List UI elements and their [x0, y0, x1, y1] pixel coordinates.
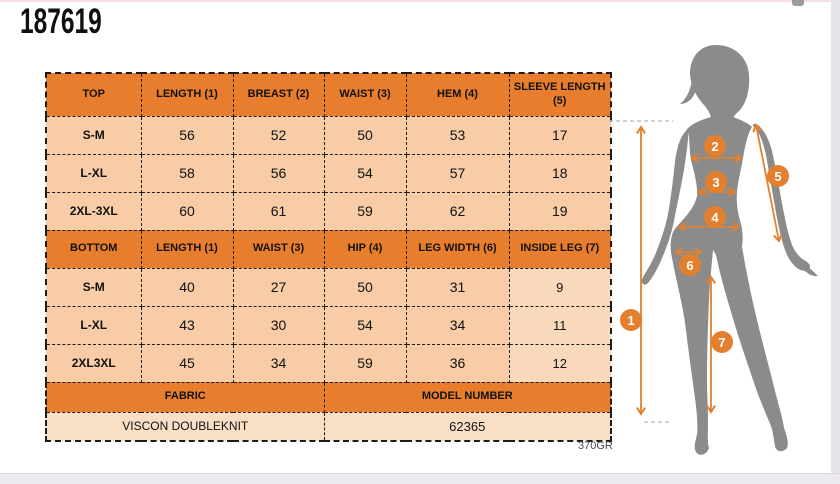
column-header: BREAST (2) [232, 72, 325, 117]
column-header: SLEEVE LENGTH (5) [508, 72, 612, 117]
measurement-value: 59 [323, 343, 407, 383]
info-header-row: FABRIC MODEL NUMBER [45, 381, 612, 413]
measurement-value: 50 [323, 267, 407, 307]
measurement-value: 40 [140, 267, 234, 307]
silhouette-head [690, 45, 750, 120]
measurement-value: 59 [323, 191, 407, 231]
silhouette-right-arm [752, 123, 811, 271]
info-value-row: VISCON DOUBLEKNIT 62365 [45, 411, 612, 442]
column-header: INSIDE LEG (7) [508, 229, 612, 269]
measurement-value: 34 [405, 305, 510, 345]
window-top-edge [0, 0, 840, 2]
column-header: BOTTOM [45, 229, 142, 269]
model-number-value: 62365 [323, 411, 612, 442]
top-header-row: TOP LENGTH (1) BREAST (2) WAIST (3) HEM … [45, 72, 612, 117]
measurement-value: 30 [232, 305, 325, 345]
size-label: 2XL-3XL [45, 191, 142, 231]
measurement-value: 12 [508, 343, 612, 383]
measurement-value: 58 [140, 153, 234, 193]
size-label: L-XL [45, 305, 142, 345]
measurement-value: 57 [405, 153, 510, 193]
measurement-value: 60 [140, 191, 234, 231]
measurement-value: 52 [232, 115, 325, 155]
table-row: 2XL3XL 45 34 59 36 12 [45, 343, 612, 383]
marker-badge-2: 2 [704, 135, 726, 157]
measurement-value: 36 [405, 343, 510, 383]
measurement-value: 17 [508, 115, 612, 155]
marker-badge-4: 4 [704, 206, 726, 228]
measurement-value: 54 [323, 153, 407, 193]
female-silhouette [641, 45, 818, 455]
column-header: WAIST (3) [323, 72, 407, 117]
column-header: HEM (4) [405, 72, 510, 117]
window-right-edge [831, 0, 840, 484]
measurement-value: 61 [232, 191, 325, 231]
size-label: 2XL3XL [45, 343, 142, 383]
table-row: S-M 56 52 50 53 17 [45, 115, 612, 155]
measurement-value: 34 [232, 343, 325, 383]
page-title: 187619 [20, 2, 102, 41]
marker-badge-1: 1 [620, 309, 642, 331]
measurement-value: 27 [232, 267, 325, 307]
measurement-value: 50 [323, 115, 407, 155]
column-header: LENGTH (1) [140, 229, 234, 269]
table-row: 2XL-3XL 60 61 59 62 19 [45, 191, 612, 231]
silhouette-right-hand-finger [800, 262, 818, 277]
marker-badge-6: 6 [679, 254, 701, 276]
table-row: L-XL 58 56 54 57 18 [45, 153, 612, 193]
measurement-value: 62 [405, 191, 510, 231]
measurement-value: 56 [232, 153, 325, 193]
marker-badge-5: 5 [767, 165, 789, 187]
marker-badge-7: 7 [711, 331, 733, 353]
measurement-arrows [636, 123, 783, 416]
measurement-value: 43 [140, 305, 234, 345]
measurement-value: 56 [140, 115, 234, 155]
measurement-value: 31 [405, 267, 510, 307]
guide-dashed-lines [609, 120, 673, 423]
column-header: LENGTH (1) [140, 72, 234, 117]
bottom-header-row: BOTTOM LENGTH (1) WAIST (3) HIP (4) LEG … [45, 229, 612, 269]
fabric-value: VISCON DOUBLEKNIT [45, 411, 325, 442]
size-table: TOP LENGTH (1) BREAST (2) WAIST (3) HEM … [45, 72, 612, 442]
size-label: S-M [45, 115, 142, 155]
measurement-value: 53 [405, 115, 510, 155]
silhouette-hair-flick [680, 80, 696, 104]
fabric-header: FABRIC [45, 381, 325, 413]
measurement-value: 9 [508, 267, 612, 307]
measurement-value: 19 [508, 191, 612, 231]
measurement-value: 18 [508, 153, 612, 193]
window-handle [792, 0, 804, 6]
column-header: HIP (4) [323, 229, 407, 269]
measurement-value: 54 [323, 305, 407, 345]
column-header: WAIST (3) [232, 229, 325, 269]
measurement-value: 11 [508, 305, 612, 345]
measurement-value: 45 [140, 343, 234, 383]
fabric-weight-note: 370GR [578, 440, 613, 452]
column-header: TOP [45, 72, 142, 117]
column-header: LEG WIDTH (6) [405, 229, 510, 269]
model-number-header: MODEL NUMBER [323, 381, 612, 413]
size-label: L-XL [45, 153, 142, 193]
table-row: S-M 40 27 50 31 9 [45, 267, 612, 307]
size-label: S-M [45, 267, 142, 307]
marker-badge-3: 3 [705, 171, 727, 193]
window-bottom-edge [0, 473, 840, 484]
table-row: L-XL 43 30 54 34 11 [45, 305, 612, 345]
